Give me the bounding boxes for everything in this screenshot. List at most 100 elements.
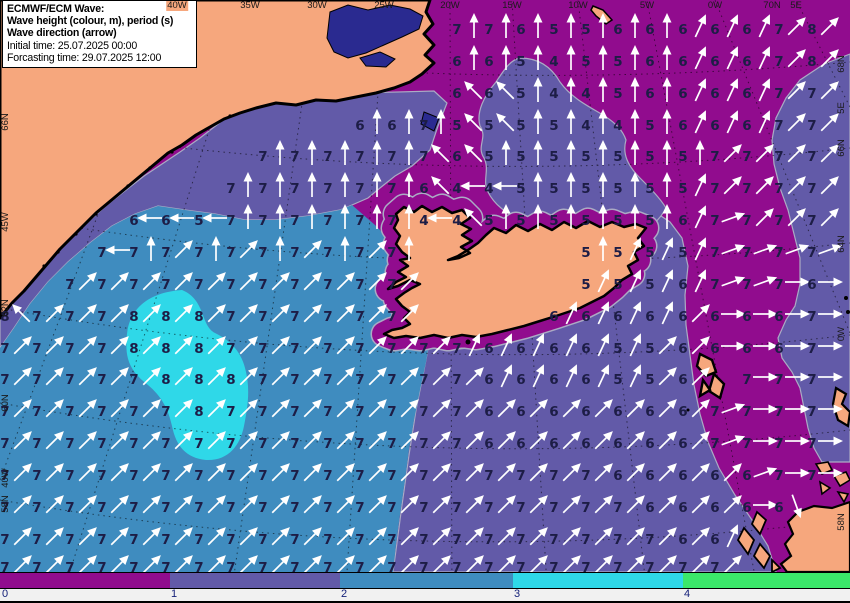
wave-direction-arrow (110, 272, 129, 291)
arrow-shaft (726, 54, 735, 70)
wave-direction-arrow (45, 431, 64, 450)
arrow-head (119, 272, 129, 282)
arrow-head (662, 109, 672, 119)
wave-direction-arrow (820, 176, 839, 195)
arrow-head (501, 13, 511, 23)
wave-period-value: 6 (516, 436, 525, 452)
arrow-head (372, 109, 382, 119)
arrow-head (137, 213, 147, 223)
wave-direction-arrow (691, 495, 710, 514)
arrow-head (667, 431, 677, 441)
arrow-shaft (142, 309, 156, 323)
wave-period-value: 6 (678, 341, 687, 357)
wave-direction-arrow (436, 109, 446, 134)
arrow-shaft (45, 532, 59, 546)
arrow-head (506, 431, 516, 441)
wave-direction-arrow (533, 109, 543, 134)
arrow-shaft (271, 436, 285, 450)
wave-period-value: 7 (194, 532, 203, 548)
arrow-head (796, 208, 806, 218)
wave-direction-arrow (207, 272, 226, 291)
arrow-head (54, 367, 64, 377)
wave-period-value: 7 (484, 500, 493, 516)
arrow-head (216, 495, 226, 505)
arrow-head (700, 463, 710, 473)
wave-direction-arrow (336, 272, 355, 291)
wave-direction-arrow (174, 527, 193, 546)
wave-period-value: 8 (129, 309, 138, 325)
wave-direction-arrow (721, 341, 746, 351)
arrow-shaft (758, 22, 767, 38)
wave-period-value: 6 (742, 118, 751, 134)
wave-direction-arrow (465, 463, 484, 482)
arrow-head (566, 45, 576, 55)
arrow-head (216, 431, 226, 441)
arrow-shaft (820, 54, 834, 68)
arrow-shaft (239, 309, 253, 323)
wave-direction-arrow (629, 269, 641, 293)
wave-direction-arrow (271, 272, 290, 291)
wave-direction-arrow (271, 399, 290, 418)
arrow-shaft (174, 277, 188, 291)
arrow-shaft (658, 532, 672, 546)
arrow-head (183, 431, 193, 441)
wave-direction-arrow (694, 269, 706, 293)
wave-period-value: 6 (678, 213, 687, 229)
scotland-landmass (779, 500, 850, 572)
wave-period-value: 6 (484, 404, 493, 420)
arrow-head (568, 333, 577, 344)
arrow-head (736, 309, 746, 319)
wave-period-value: 7 (807, 341, 816, 357)
arrow-head (87, 527, 97, 537)
wave-period-value: 7 (161, 436, 170, 452)
arrow-shaft (597, 309, 606, 325)
wave-period-value: 7 (419, 372, 428, 388)
arrow-head (571, 431, 581, 441)
wave-period-value: 7 (290, 149, 299, 165)
arrow-shaft (626, 404, 640, 418)
wave-period-value: 6 (549, 404, 558, 420)
arrow-shaft (142, 436, 156, 450)
wave-period-value: 6 (710, 468, 719, 484)
orkney-islands (836, 490, 850, 504)
arrow-shaft (45, 404, 59, 418)
wave-period-value: 6 (710, 118, 719, 134)
arrow-shaft (432, 532, 446, 546)
wave-period-value: 7 (97, 309, 106, 325)
arrow-head (469, 13, 479, 23)
wave-period-value: 7 (226, 341, 235, 357)
arrow-head (248, 495, 258, 505)
wave-direction-arrow (372, 109, 382, 134)
wave-direction-arrow (626, 399, 645, 418)
arrow-head (243, 204, 253, 214)
wave-direction-arrow (597, 269, 609, 293)
wave-direction-arrow (110, 495, 129, 514)
wave-direction-arrow (662, 204, 672, 229)
wave-period-value: 7 (97, 277, 106, 293)
wave-period-value: 7 (65, 500, 74, 516)
wave-direction-arrow (78, 399, 97, 418)
wave-direction-arrow (566, 77, 576, 102)
wave-direction-arrow (721, 212, 746, 223)
arrow-head (630, 77, 640, 87)
top-graticule-label: 10W (568, 0, 588, 11)
arrow-shaft (271, 341, 285, 355)
wave-period-value: 8 (161, 372, 170, 388)
wave-direction-arrow (303, 495, 322, 514)
arrow-head (377, 399, 387, 409)
arrow-head (372, 204, 382, 214)
wave-period-value: 7 (323, 277, 332, 293)
wave-period-value: 7 (774, 86, 783, 102)
wave-period-value: 7 (774, 118, 783, 134)
wave-period-value: 7 (258, 245, 267, 261)
wave-direction-arrow (13, 367, 32, 386)
arrow-head (460, 181, 470, 191)
arrow-shaft (336, 468, 350, 482)
wave-direction-arrow (142, 336, 161, 355)
arrow-head (312, 555, 322, 565)
arrow-shaft (469, 118, 483, 132)
hebrides-islands (752, 542, 772, 570)
wave-period-value: 7 (355, 181, 364, 197)
wave-period-value: 7 (774, 404, 783, 420)
arrow-head (793, 507, 802, 519)
